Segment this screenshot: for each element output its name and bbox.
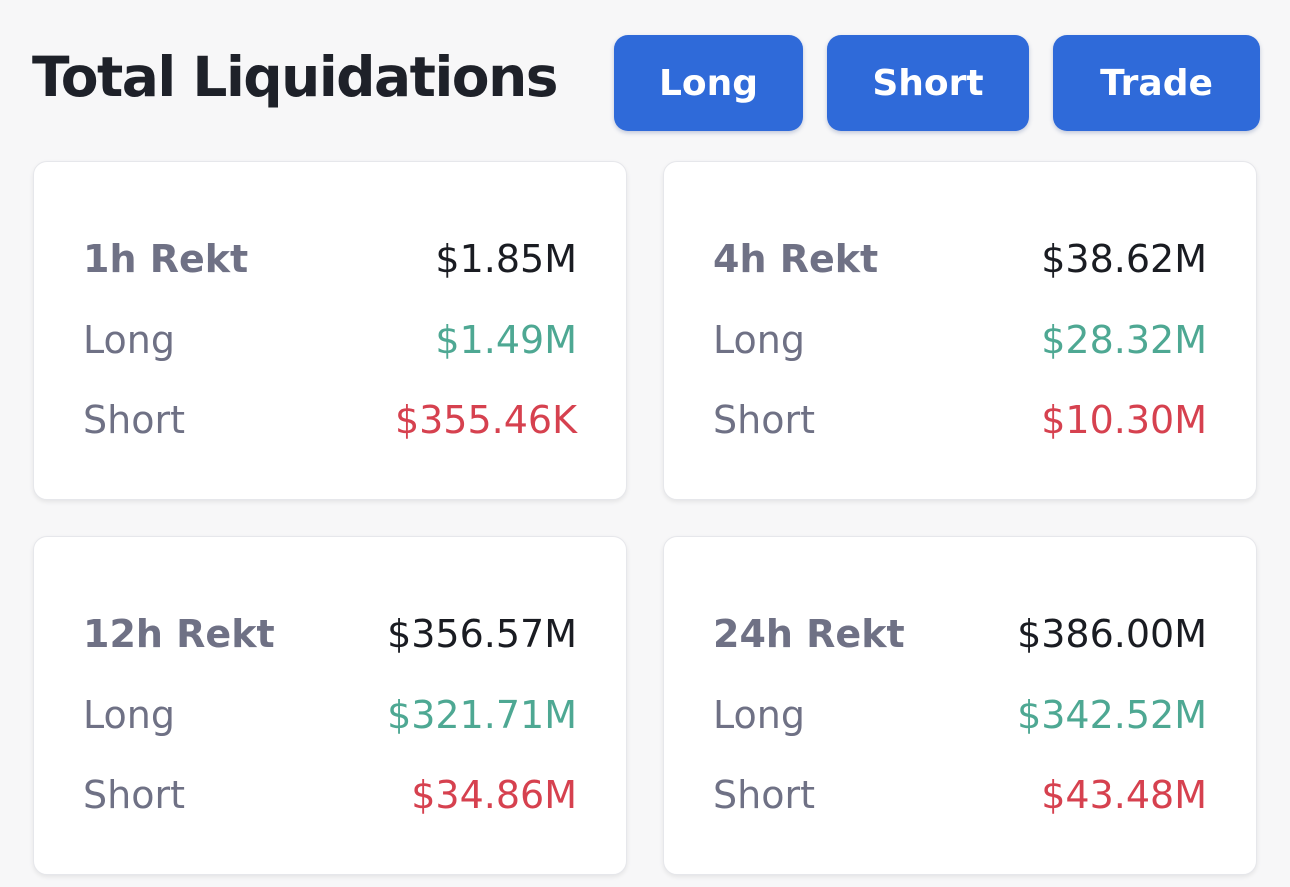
long-value: $1.49M (435, 318, 577, 362)
long-label: Long (83, 318, 175, 362)
long-row: Long $321.71M (83, 690, 577, 740)
short-value: $34.86M (411, 773, 577, 817)
short-value: $355.46K (394, 398, 577, 442)
short-label: Short (83, 773, 185, 817)
long-label: Long (713, 693, 805, 737)
short-label: Short (83, 398, 185, 442)
long-value: $28.32M (1041, 318, 1207, 362)
long-label: Long (713, 318, 805, 362)
short-row: Short $355.46K (83, 395, 577, 445)
card-12h-rekt: 12h Rekt $356.57M Long $321.71M Short $3… (33, 536, 627, 875)
total-row: 4h Rekt $38.62M (713, 234, 1207, 284)
total-value: $38.62M (1041, 237, 1207, 281)
short-row: Short $43.48M (713, 770, 1207, 820)
long-value: $342.52M (1017, 693, 1207, 737)
short-label: Short (713, 773, 815, 817)
long-row: Long $342.52M (713, 690, 1207, 740)
short-row: Short $34.86M (83, 770, 577, 820)
long-label: Long (83, 693, 175, 737)
long-row: Long $1.49M (83, 315, 577, 365)
total-value: $356.57M (387, 612, 577, 656)
total-row: 12h Rekt $356.57M (83, 609, 577, 659)
card-4h-rekt: 4h Rekt $38.62M Long $28.32M Short $10.3… (663, 161, 1257, 500)
trade-button[interactable]: Trade (1053, 35, 1260, 131)
card-24h-rekt: 24h Rekt $386.00M Long $342.52M Short $4… (663, 536, 1257, 875)
short-button[interactable]: Short (827, 35, 1029, 131)
long-row: Long $28.32M (713, 315, 1207, 365)
total-value: $386.00M (1017, 612, 1207, 656)
header: Total Liquidations Long Short Trade (0, 0, 1290, 150)
page-title: Total Liquidations (32, 45, 559, 109)
short-value: $10.30M (1041, 398, 1207, 442)
long-value: $321.71M (387, 693, 577, 737)
short-label: Short (713, 398, 815, 442)
long-button[interactable]: Long (614, 35, 803, 131)
short-value: $43.48M (1041, 773, 1207, 817)
period-label: 4h Rekt (713, 237, 879, 281)
card-1h-rekt: 1h Rekt $1.85M Long $1.49M Short $355.46… (33, 161, 627, 500)
total-value: $1.85M (435, 237, 577, 281)
period-label: 12h Rekt (83, 612, 275, 656)
total-row: 1h Rekt $1.85M (83, 234, 577, 284)
period-label: 1h Rekt (83, 237, 249, 281)
period-label: 24h Rekt (713, 612, 905, 656)
short-row: Short $10.30M (713, 395, 1207, 445)
total-row: 24h Rekt $386.00M (713, 609, 1207, 659)
